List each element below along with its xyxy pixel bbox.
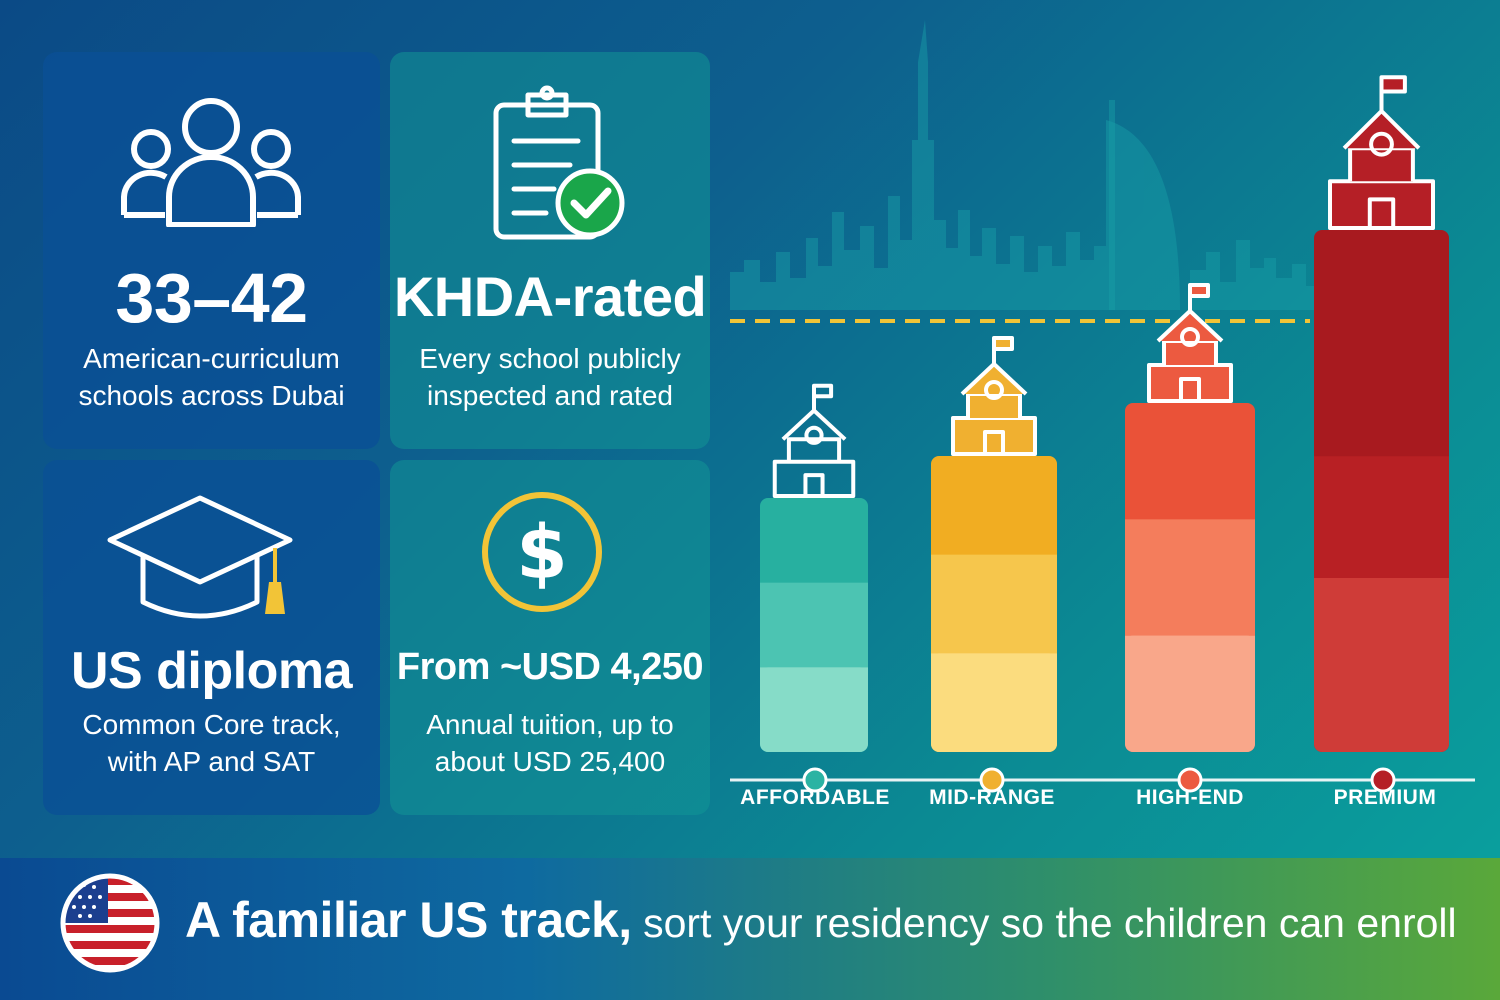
bottom-banner: A familiar US track, sort your residency… (0, 858, 1500, 1000)
khda-text-line1: Every school publicly (419, 343, 681, 374)
tier-bar-high-end (1125, 403, 1255, 752)
tuition-card: $ From ~USD 4,250 Annual tuition, up to … (390, 460, 710, 815)
tuition-figure: From ~USD 4,250 (396, 646, 704, 688)
us-flag-icon (60, 873, 160, 973)
tier-dots (802, 767, 1396, 793)
school-building-icon (1328, 75, 1435, 230)
tier-bar-mid-range (931, 456, 1057, 752)
schools-text-line1: American-curriculum (83, 343, 340, 374)
tier-bar-premium (1314, 230, 1449, 752)
tuition-text-line2: about USD 25,400 (434, 746, 666, 777)
tier-label-mid-range: MID-RANGE (929, 786, 1055, 809)
tier-dot-mid-range (979, 767, 1005, 793)
khda-text-line2: inspected and rated (427, 380, 673, 411)
tier-dot-affordable (802, 767, 828, 793)
diploma-card: US diploma Common Core track, with AP an… (43, 460, 380, 815)
diploma-text-line1: Common Core track, (82, 709, 341, 740)
tier-chart (730, 20, 1475, 793)
tier-label-premium: PREMIUM (1333, 786, 1437, 809)
tier-bar-affordable (760, 498, 868, 752)
dollar-coin-icon: $ (482, 492, 602, 612)
tier-bars (760, 75, 1449, 752)
banner-text: A familiar US track, sort your residency… (185, 888, 1457, 965)
people-icon (121, 98, 301, 227)
banner-rest: sort your residency so the children can … (631, 900, 1457, 946)
graduation-cap-icon (107, 495, 293, 619)
diploma-figure: US diploma (70, 642, 353, 700)
dubai-skyline-icon (730, 20, 1320, 310)
school-building-icon (951, 336, 1037, 456)
tuition-text-line1: Annual tuition, up to (426, 709, 674, 740)
school-building-icon (772, 383, 856, 499)
school-building-icon (1147, 283, 1233, 403)
khda-card: KHDA-rated Every school publicly inspect… (390, 52, 710, 449)
clipboard-check-icon (493, 85, 625, 240)
svg-text:$: $ (516, 510, 568, 596)
banner-strong: A familiar US track, (185, 892, 632, 948)
tier-dot-high-end (1177, 767, 1203, 793)
tier-label-high-end: HIGH-END (1136, 786, 1244, 809)
schools-text-line2: schools across Dubai (78, 380, 345, 411)
tier-label-affordable: AFFORDABLE (740, 786, 890, 809)
schools-card: 33–42 American-curriculum schools across… (43, 52, 380, 449)
khda-figure: KHDA-rated (393, 265, 707, 328)
tier-dot-premium (1370, 767, 1396, 793)
diploma-text-line2: with AP and SAT (107, 746, 316, 777)
schools-figure: 33–42 (115, 259, 308, 337)
